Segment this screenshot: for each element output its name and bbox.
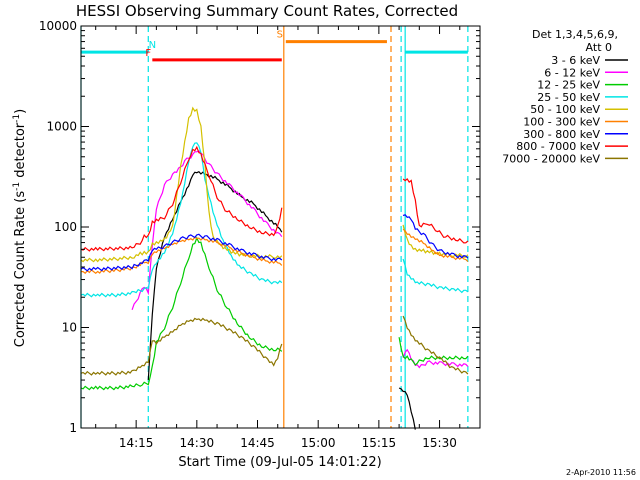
legend-entry-label: 3 - 6 keV [551, 54, 600, 67]
y-axis-label: Corrected Count Rate (s-1 detector-1) [12, 109, 28, 347]
legend-entry-label: 800 - 7000 keV [516, 140, 600, 153]
series-line [402, 258, 469, 294]
series-line [402, 224, 469, 258]
legend-entry-label: 7000 - 20000 keV [502, 152, 600, 165]
series-line [80, 233, 283, 272]
y-tick-label: 10 [62, 321, 77, 335]
series-line [398, 387, 416, 430]
saa-label: S [277, 30, 283, 41]
x-tick-label: 14:45 [240, 436, 275, 450]
chart-title: HESSI Observing Summary Count Rates, Cor… [76, 2, 458, 20]
legend-title-line2: Att 0 [586, 41, 612, 54]
series-line [81, 236, 283, 275]
y-tick-label: 100 [54, 220, 77, 234]
series-line [402, 177, 469, 244]
x-tick-label: 15:30 [422, 436, 457, 450]
legend-entry-label: 25 - 50 keV [537, 91, 600, 104]
x-tick-label: 15:15 [362, 436, 397, 450]
legend-title-line1: Det 1,3,4,5,6,9, [532, 28, 618, 41]
legend-entry-label: 100 - 300 keV [523, 116, 600, 129]
series-line [80, 142, 283, 298]
plot-frame [80, 25, 481, 429]
series-line [80, 317, 283, 376]
y-tick-label: 10000 [39, 19, 77, 33]
timestamp: 2-Apr-2010 11:56 [566, 468, 636, 477]
legend-entry-label: 300 - 800 keV [523, 128, 600, 141]
flare-label: F [145, 48, 151, 59]
series-line [147, 170, 283, 381]
series-line [402, 228, 469, 263]
legend-entry-label: 6 - 12 keV [544, 66, 600, 79]
x-axis-label: Start Time (09-Jul-05 14:01:22) [178, 455, 381, 470]
night-label: N [149, 40, 156, 51]
y-tick-label: 1000 [46, 120, 77, 134]
x-tick-label: 15:00 [301, 436, 336, 450]
x-tick-label: 14:30 [180, 436, 215, 450]
series-line [80, 236, 283, 391]
series-line [80, 145, 283, 252]
series-line [402, 315, 469, 375]
series-line [398, 337, 469, 366]
series-line [80, 106, 283, 263]
x-axis: 14:15 14:30 14:45 15:00 15:15 15:30 [95, 26, 481, 450]
legend-entry-label: 12 - 25 keV [537, 79, 600, 92]
series-line [131, 150, 283, 310]
series-line [402, 214, 469, 259]
x-tick-label: 14:15 [119, 436, 154, 450]
annotation-layer: NF S [80, 26, 469, 428]
legend-entry-label: 50 - 100 keV [530, 103, 600, 116]
y-tick-label: 1 [69, 421, 77, 435]
y-axis: 1 10 100 1000 10000 [39, 19, 480, 435]
series-layer [80, 106, 469, 430]
